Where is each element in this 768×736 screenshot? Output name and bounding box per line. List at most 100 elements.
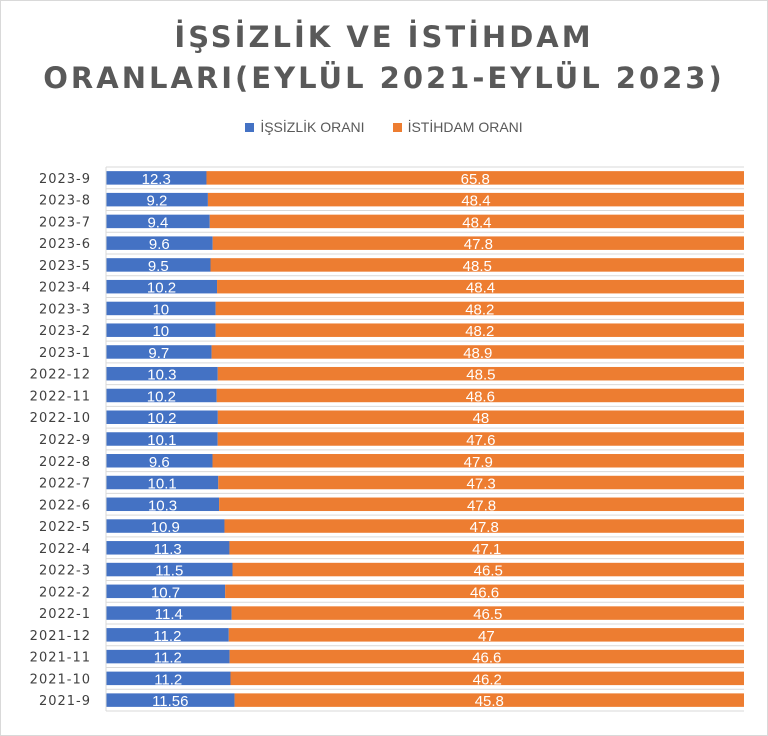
bar-employment: [217, 366, 745, 381]
legend-label-unemployment: İŞSİZLİK ORANI: [260, 119, 365, 135]
bar-unemployment: [106, 584, 226, 599]
value-label-employment: 48.5: [466, 367, 495, 384]
category-label: 2021-9: [39, 694, 91, 709]
value-label-employment: 47.8: [467, 497, 496, 514]
category-label: 2022-2: [39, 585, 91, 600]
value-label-unemployment: 11.4: [155, 606, 183, 623]
bar-employment: [231, 606, 744, 620]
category-label: 2022-1: [39, 607, 91, 622]
value-label-employment: 48.4: [461, 193, 490, 210]
value-label-unemployment: 10.7: [151, 584, 180, 601]
value-label-unemployment: 10.9: [151, 519, 180, 536]
bar-unemployment: [106, 541, 230, 555]
legend-swatch-employment: [392, 122, 402, 132]
value-label-unemployment: 10.3: [147, 367, 176, 384]
legend-item-unemployment: İŞSİZLİK ORANI: [245, 119, 365, 135]
value-label-unemployment: 11.56: [152, 693, 188, 710]
value-label-employment: 48.9: [463, 345, 492, 362]
value-label-employment: 47.1: [472, 541, 501, 558]
bar-unemployment: [106, 236, 213, 250]
bar-unemployment: [106, 497, 220, 512]
category-label: 2021-12: [30, 629, 91, 644]
category-label: 2022-10: [30, 411, 91, 426]
category-label: 2022-5: [39, 520, 91, 535]
bar-employment: [207, 192, 744, 207]
bar-employment: [215, 323, 744, 337]
bar-employment: [210, 258, 744, 272]
bar-employment: [212, 236, 744, 250]
value-label-employment: 46.5: [474, 563, 503, 580]
bar-unemployment: [106, 628, 229, 642]
value-label-employment: 48.5: [463, 258, 492, 275]
bar-unemployment: [106, 323, 216, 337]
category-label: 2022-11: [30, 389, 91, 404]
value-label-employment: 47.3: [467, 476, 496, 493]
bar-unemployment: [106, 410, 218, 424]
chart-title-line1: İŞSİZLİK VE İSTİHDAM: [174, 20, 594, 54]
value-label-unemployment: 10.1: [147, 432, 176, 449]
value-label-employment: 47.9: [464, 454, 493, 471]
value-label-employment: 46.6: [472, 650, 501, 667]
category-label: 2023-2: [39, 324, 91, 339]
value-label-unemployment: 10.3: [148, 497, 177, 514]
category-label: 2023-9: [39, 172, 91, 187]
bar-employment: [234, 693, 744, 707]
value-label-employment: 46.5: [473, 606, 502, 623]
category-label: 2021-11: [30, 651, 91, 666]
category-label: 2022-4: [39, 542, 91, 557]
bar-employment: [230, 671, 745, 686]
value-label-employment: 46.6: [470, 584, 499, 601]
category-label: 2023-8: [39, 194, 91, 209]
category-label: 2023-3: [39, 302, 91, 317]
value-label-employment: 48.2: [465, 323, 494, 340]
value-label-employment: 48.4: [462, 214, 491, 231]
value-label-unemployment: 11.5: [155, 563, 183, 580]
category-label: 2022-6: [39, 498, 91, 513]
value-label-unemployment: 9.4: [147, 214, 168, 231]
legend-swatch-unemployment: [245, 122, 255, 132]
legend-item-employment: İSTİHDAM ORANI: [392, 119, 523, 135]
value-label-unemployment: 10.2: [147, 280, 176, 297]
bar-employment: [229, 541, 745, 555]
value-label-employment: 48.2: [465, 301, 494, 318]
category-label: 2022-9: [39, 433, 91, 448]
value-label-unemployment: 10: [152, 301, 169, 318]
category-label: 2023-4: [39, 281, 91, 296]
bar-unemployment: [106, 279, 218, 294]
bar-employment: [232, 562, 744, 577]
value-label-unemployment: 10.2: [147, 388, 176, 405]
bar-unemployment: [106, 258, 211, 272]
category-label: 2023-5: [39, 259, 91, 274]
category-label: 2023-1: [39, 346, 91, 361]
value-label-employment: 46.2: [473, 671, 502, 688]
bar-unemployment: [106, 475, 219, 490]
bar-unemployment: [106, 671, 231, 686]
value-label-unemployment: 10.2: [147, 410, 176, 427]
bar-employment: [224, 519, 744, 533]
bar-employment: [228, 628, 745, 642]
bar-unemployment: [106, 345, 212, 359]
bar-unemployment: [106, 649, 230, 664]
bar-unemployment: [106, 432, 218, 446]
value-label-unemployment: 9.5: [148, 258, 169, 275]
bar-employment: [217, 410, 744, 424]
bar-unemployment: [106, 519, 225, 533]
bar-unemployment: [106, 693, 235, 707]
bar-unemployment: [106, 454, 213, 468]
bar-employment: [206, 171, 744, 185]
bar-unemployment: [106, 388, 217, 403]
value-label-unemployment: 11.2: [154, 650, 182, 667]
bar-employment: [225, 584, 744, 599]
bar-unemployment: [106, 214, 210, 229]
value-label-unemployment: 9.7: [148, 345, 169, 362]
value-label-unemployment: 10.1: [148, 476, 177, 493]
bar-unemployment: [106, 606, 232, 620]
value-label-employment: 47.6: [466, 432, 495, 449]
value-label-employment: 65.8: [461, 171, 490, 188]
value-label-unemployment: 11.3: [154, 541, 182, 558]
value-label-unemployment: 12.3: [142, 171, 171, 188]
value-label-unemployment: 11.2: [153, 628, 181, 645]
bar-employment: [209, 214, 744, 229]
category-label: 2022-12: [30, 368, 91, 383]
bar-employment: [217, 279, 744, 294]
